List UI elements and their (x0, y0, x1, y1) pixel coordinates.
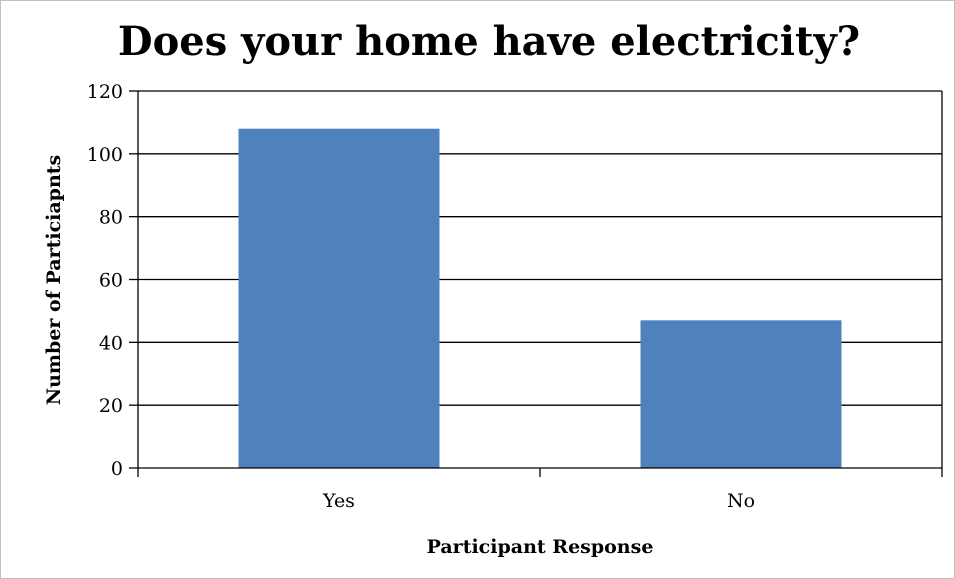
y-axis-title: Number of Particiapnts (43, 155, 65, 406)
y-tick-label: 40 (99, 332, 123, 354)
axes (129, 90, 943, 477)
bar-yes (238, 128, 440, 468)
y-tick-labels: 0 20 40 60 80 100 120 (87, 81, 123, 480)
bar-no (640, 320, 842, 468)
chart-title: Does your home have electricity? (118, 18, 860, 65)
x-tick-label: No (727, 490, 755, 512)
y-tick-label: 60 (99, 270, 123, 292)
x-axis-title: Participant Response (427, 536, 654, 558)
x-tick-labels: Yes No (322, 490, 755, 512)
y-tick-label: 80 (99, 207, 123, 229)
y-tick-label: 120 (87, 81, 123, 103)
bars (238, 128, 842, 468)
y-tick-label: 20 (99, 395, 123, 417)
y-tick-label: 0 (111, 458, 123, 480)
x-tick-label: Yes (322, 490, 355, 512)
y-tick-label: 100 (87, 144, 123, 166)
